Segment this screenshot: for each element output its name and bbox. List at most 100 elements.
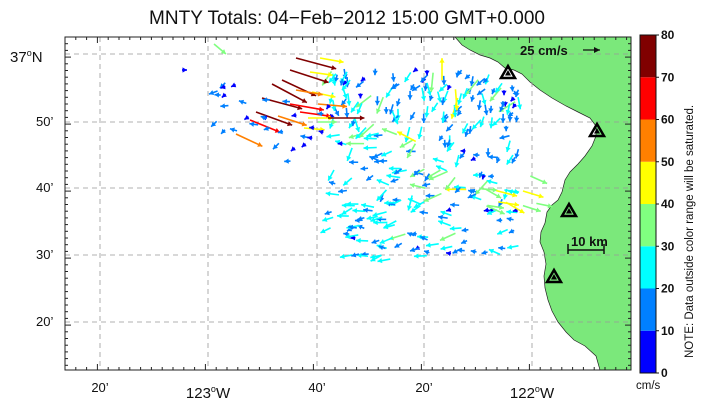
- lon-label-123w: 123oW: [186, 384, 231, 402]
- current-vector-arrow: [404, 126, 411, 143]
- current-vector-arrow: [424, 173, 430, 182]
- current-vector-arrow: [488, 117, 495, 129]
- current-vector-arrow: [424, 70, 430, 76]
- map-frame: [64, 36, 632, 371]
- current-vector-arrow: [360, 202, 375, 209]
- current-vector-arrow: [220, 84, 226, 90]
- current-vector-arrow: [496, 189, 518, 198]
- current-vector-arrow: [485, 148, 491, 157]
- current-vector-arrow: [481, 187, 498, 193]
- current-vector-arrow: [476, 100, 483, 111]
- lon-label-20-right: 20’: [415, 380, 432, 395]
- current-vector-arrow: [491, 117, 501, 127]
- current-vector-arrow: [410, 205, 421, 214]
- current-vector-arrow: [522, 190, 544, 199]
- current-vector-arrow: [454, 89, 460, 111]
- colorbar: 0 10 20 30 40 50 60 70 80 cm/s NOTE: Data outsid…: [636, 28, 696, 392]
- current-vector-arrow: [420, 87, 427, 101]
- current-vector-arrow: [340, 98, 347, 106]
- current-vector-arrow: [511, 103, 518, 109]
- current-vector-arrow: [446, 84, 452, 91]
- current-vector-arrow: [474, 180, 488, 196]
- current-vector-arrow: [377, 258, 391, 264]
- current-vector-arrow: [344, 77, 350, 88]
- current-vector-arrow: [438, 214, 448, 220]
- colorbar-tick-label: 80: [661, 28, 675, 42]
- current-vector-arrow: [460, 239, 468, 245]
- current-vector-arrow: [488, 248, 501, 256]
- current-vector-arrow: [488, 154, 499, 160]
- current-vector-arrow: [431, 102, 439, 113]
- current-vector-arrow: [476, 78, 485, 87]
- current-vector-arrow: [319, 57, 344, 64]
- current-vector-arrow: [318, 129, 324, 135]
- current-vector-arrow: [322, 216, 334, 222]
- current-vector-arrow: [406, 195, 413, 211]
- current-vector-arrow: [271, 83, 308, 104]
- current-vector-arrow: [499, 102, 505, 113]
- current-vector-arrow: [438, 135, 444, 142]
- current-vector-arrow: [391, 111, 399, 125]
- current-vector-arrow: [423, 82, 429, 91]
- current-vector-arrow: [386, 173, 401, 179]
- current-vector-arrow: [318, 119, 337, 125]
- current-vector-arrow: [425, 193, 435, 199]
- current-vector-arrow: [230, 82, 237, 88]
- colorbar-tick-label: 20: [661, 282, 675, 296]
- current-vector-arrow: [491, 88, 497, 95]
- current-vector-arrow: [498, 245, 506, 251]
- current-vector-arrow: [327, 169, 335, 182]
- frame-ticks: [64, 36, 631, 370]
- current-vector-arrow: [445, 123, 454, 132]
- current-vector-arrow: [409, 247, 420, 253]
- current-vector-arrow: [406, 232, 415, 237]
- current-vector-arrow: [381, 150, 393, 157]
- current-vector-arrow: [473, 152, 480, 158]
- current-vector-arrow: [516, 97, 523, 110]
- current-vector-arrow: [464, 74, 471, 80]
- current-vector-arrow: [440, 111, 446, 123]
- current-vector-arrow: [356, 103, 363, 115]
- current-vector-arrow: [483, 104, 489, 116]
- current-vector-arrow: [508, 228, 515, 234]
- current-vector-arrow: [220, 103, 229, 109]
- current-vector-arrow: [376, 189, 388, 202]
- current-vector-arrow: [485, 188, 502, 199]
- colorbar-tick-label: 60: [661, 113, 675, 127]
- current-vector-arrow: [419, 235, 428, 241]
- current-vector-arrow: [317, 103, 348, 109]
- current-vector-arrow: [342, 80, 348, 86]
- current-vector-arrow: [456, 110, 463, 117]
- current-vector-arrow: [309, 125, 315, 131]
- current-vector-arrow: [507, 111, 514, 118]
- current-vector-arrow: [461, 123, 469, 134]
- current-vector-arrow: [337, 140, 343, 147]
- radar-site-marker: [587, 121, 607, 138]
- current-vector-arrow: [383, 220, 397, 229]
- current-vector-arrow: [336, 213, 349, 219]
- current-vector-arrow: [363, 145, 377, 151]
- radar-site-marker: [559, 201, 579, 218]
- current-vector-arrow: [509, 85, 515, 92]
- current-vector-arrow: [428, 95, 434, 101]
- current-vector-arrow: [459, 152, 465, 159]
- current-vector-arrow: [182, 67, 187, 73]
- current-vector-arrow: [345, 233, 359, 240]
- current-vector-arrow: [437, 220, 451, 227]
- current-vector-arrow: [396, 130, 417, 143]
- current-vector-arrow: [445, 250, 452, 257]
- current-vector-arrow: [334, 108, 340, 117]
- current-vector-arrow: [486, 205, 505, 215]
- current-vector-arrow: [384, 200, 395, 206]
- current-vector-arrow: [235, 133, 263, 148]
- current-vector-arrow: [388, 104, 394, 115]
- current-vector-arrow: [229, 127, 238, 133]
- current-vector-arrow: [507, 244, 519, 250]
- colorbar-cell: [640, 330, 656, 373]
- current-vector-arrow: [476, 88, 486, 96]
- current-vector-arrow: [530, 175, 548, 185]
- current-vector-arrow: [429, 72, 435, 93]
- current-vector-arrow: [342, 177, 353, 186]
- current-vector-arrow: [277, 129, 284, 135]
- current-vector-arrow: [467, 193, 477, 199]
